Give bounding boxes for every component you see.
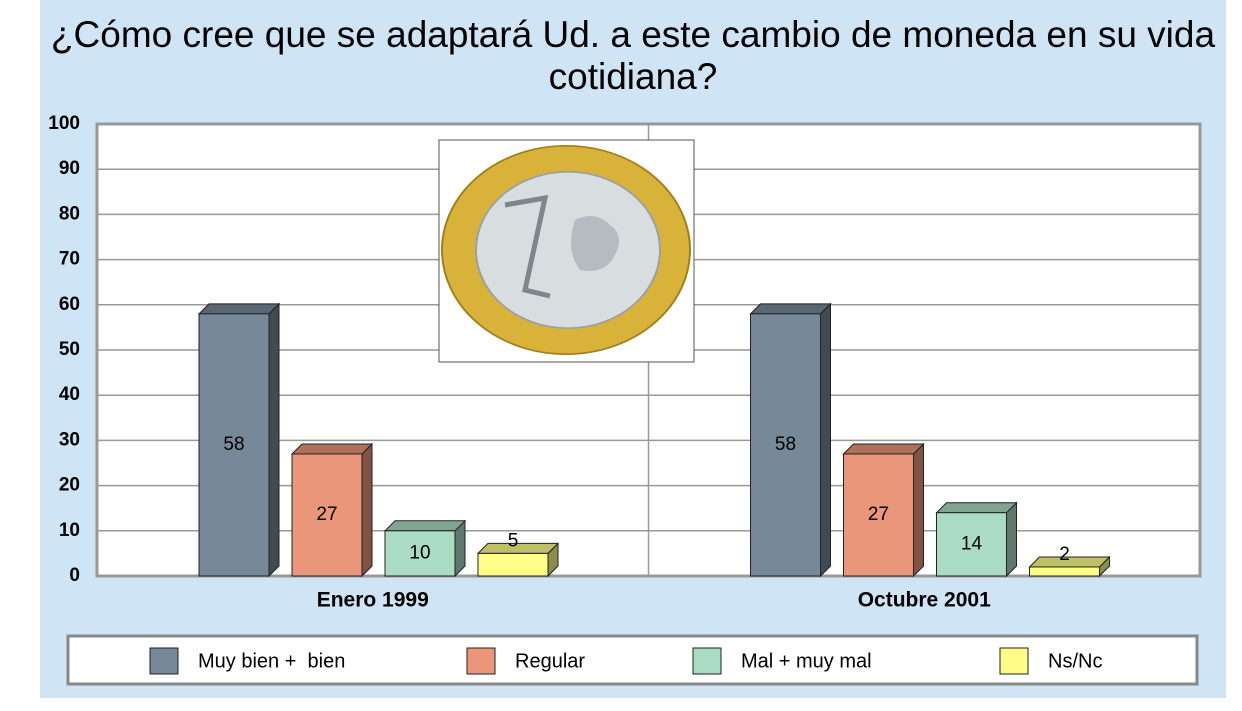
bar-top xyxy=(199,304,279,314)
legend-swatch xyxy=(693,648,721,674)
legend-swatch xyxy=(467,648,495,674)
y-tick-label: 80 xyxy=(59,203,80,224)
data-label: 27 xyxy=(868,504,889,525)
legend-label: Mal + muy mal xyxy=(741,650,872,672)
y-tick-label: 10 xyxy=(59,520,80,541)
coin-center xyxy=(476,172,660,328)
y-tick-label: 50 xyxy=(59,339,80,360)
coin-image xyxy=(439,140,694,362)
bar-top xyxy=(385,521,465,531)
data-label: 27 xyxy=(316,504,337,525)
y-tick-label: 100 xyxy=(48,113,80,134)
data-label: 14 xyxy=(961,533,983,554)
y-tick-label: 60 xyxy=(59,294,80,315)
bar-top xyxy=(292,444,372,454)
bar-side xyxy=(914,444,924,576)
x-tick-label: Octubre 2001 xyxy=(858,589,991,612)
data-label: 58 xyxy=(223,434,244,455)
y-tick-label: 40 xyxy=(59,384,80,405)
bar-side xyxy=(1007,503,1017,576)
y-tick-label: 90 xyxy=(59,158,80,179)
data-label: 10 xyxy=(409,542,430,563)
bar-side xyxy=(269,304,279,576)
y-tick-label: 20 xyxy=(59,475,80,496)
data-label: 2 xyxy=(1059,544,1070,565)
y-tick-label: 70 xyxy=(59,249,80,270)
data-label: 58 xyxy=(775,434,796,455)
legend-label: Regular xyxy=(515,650,585,672)
bar-top xyxy=(844,444,924,454)
legend-swatch xyxy=(150,648,178,674)
x-tick-label: Enero 1999 xyxy=(317,589,429,612)
bar xyxy=(478,553,548,576)
legend-label: Muy bien + bien xyxy=(198,650,345,672)
page: ¿Cómo cree que se adaptará Ud. a este ca… xyxy=(0,0,1242,711)
data-label: 5 xyxy=(508,530,519,551)
legend-label: Ns/Nc xyxy=(1048,650,1102,672)
bar xyxy=(1030,567,1100,576)
legend-swatch xyxy=(1000,648,1028,674)
bar-top xyxy=(751,304,831,314)
y-tick-label: 0 xyxy=(69,565,80,586)
bar-side xyxy=(821,304,831,576)
y-tick-label: 30 xyxy=(59,429,80,450)
chart: 0 10 20 30 40 50 60 70 80 90 100 Enero 1999 58 27 10 5 O… xyxy=(0,0,1242,711)
bar-side xyxy=(362,444,372,576)
bar-top xyxy=(937,503,1017,513)
